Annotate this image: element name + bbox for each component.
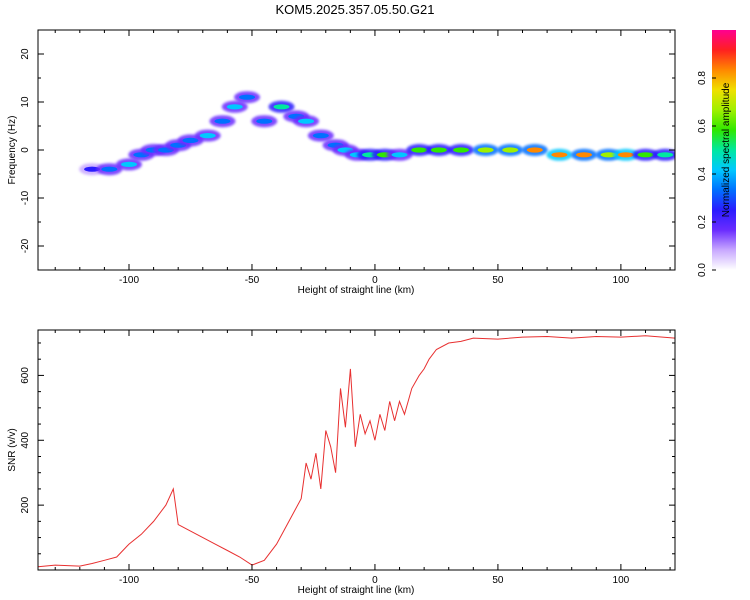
colorbar-tick-label: 0.4 (697, 167, 708, 181)
snr-x-ticks: -100 -50 0 50 100 (54, 330, 671, 586)
spectrogram-cell (526, 147, 543, 153)
x-tick-label: 0 (372, 575, 378, 586)
snr-plot-area (38, 330, 675, 570)
figure-title: KOM5.2025.357.05.50.G21 (275, 2, 434, 17)
spectrogram-cell (411, 147, 428, 153)
x-tick-label: 100 (613, 575, 630, 586)
y-tick-label: -20 (20, 238, 31, 253)
snr-panel: -100 -50 0 50 100 200 400 600 Height of straig… (7, 329, 676, 596)
spectrogram-cell (477, 147, 494, 153)
colorbar-tick-label: 0.8 (697, 71, 708, 85)
spectrogram-cell (617, 152, 634, 158)
spectrogram-blobs (79, 91, 675, 176)
snr-y-label: SNR (v/v) (7, 428, 18, 471)
spectrogram-cell (453, 147, 470, 153)
y-tick-label: 20 (20, 48, 31, 60)
y-tick-label: 0 (20, 147, 31, 153)
snr-x-label: Height of straight line (km) (298, 585, 415, 596)
spectrogram-cell (84, 166, 101, 172)
spectrogram-cell (576, 152, 592, 158)
y-tick-label: 10 (20, 96, 31, 108)
spectrogram-cell (657, 152, 674, 158)
spectrogram-y-label: Frequency (Hz) (7, 116, 18, 185)
colorbar-ticks: 0.0 0.2 0.4 0.6 0.8 (697, 71, 716, 277)
x-tick-label: -100 (119, 575, 139, 586)
snr-frame (37, 329, 676, 571)
x-tick-label: 100 (613, 275, 630, 286)
spectrogram-cell (182, 137, 199, 143)
spectrogram-cell (199, 133, 216, 139)
x-tick-label: 50 (492, 275, 504, 286)
x-tick-label: -100 (119, 275, 139, 286)
spectrogram-cell (226, 104, 243, 110)
spectrogram-cell (121, 161, 137, 167)
spectrogram-cell (551, 152, 568, 158)
y-tick-label: -10 (20, 190, 31, 205)
x-tick-label: 50 (492, 575, 504, 586)
x-tick-label: -50 (245, 575, 260, 586)
spectrogram-x-label: Height of straight line (km) (298, 285, 415, 296)
spectrogram-cell (312, 133, 329, 139)
spectrogram-cell (214, 118, 231, 124)
spectrogram-cell (430, 147, 447, 153)
spectrogram-cell (600, 152, 617, 158)
spectrogram-x-ticks: -100 -50 0 50 100 (54, 30, 671, 286)
y-tick-label: 400 (20, 431, 31, 448)
y-tick-label: 600 (20, 367, 31, 384)
spectrogram-cell (637, 152, 654, 158)
colorbar-tick-label: 0.0 (697, 263, 708, 277)
y-tick-label: 200 (20, 496, 31, 513)
spectrogram-cell (273, 104, 290, 110)
spectrogram-y-ticks: -20 -10 0 10 20 (20, 29, 675, 271)
x-tick-label: -50 (245, 275, 260, 286)
colorbar-tick-label: 0.2 (697, 215, 708, 229)
colorbar-label: Normalized spectral amplitude (721, 82, 732, 217)
snr-series-line (38, 335, 675, 568)
snr-y-ticks: 200 400 600 (20, 342, 675, 571)
spectrogram-cell (256, 118, 273, 124)
spectrogram-cell (101, 166, 118, 172)
colorbar: 0.0 0.2 0.4 0.6 0.8 Normalized spectral ampl… (697, 30, 736, 277)
spectrogram-cell (298, 118, 315, 124)
x-tick-label: 0 (372, 275, 378, 286)
spectrogram-cell (239, 94, 256, 100)
spectrogram-cell (391, 152, 408, 158)
colorbar-tick-label: 0.6 (697, 119, 708, 133)
colorbar-strip (712, 30, 736, 270)
spectrogram-cell (502, 147, 519, 153)
